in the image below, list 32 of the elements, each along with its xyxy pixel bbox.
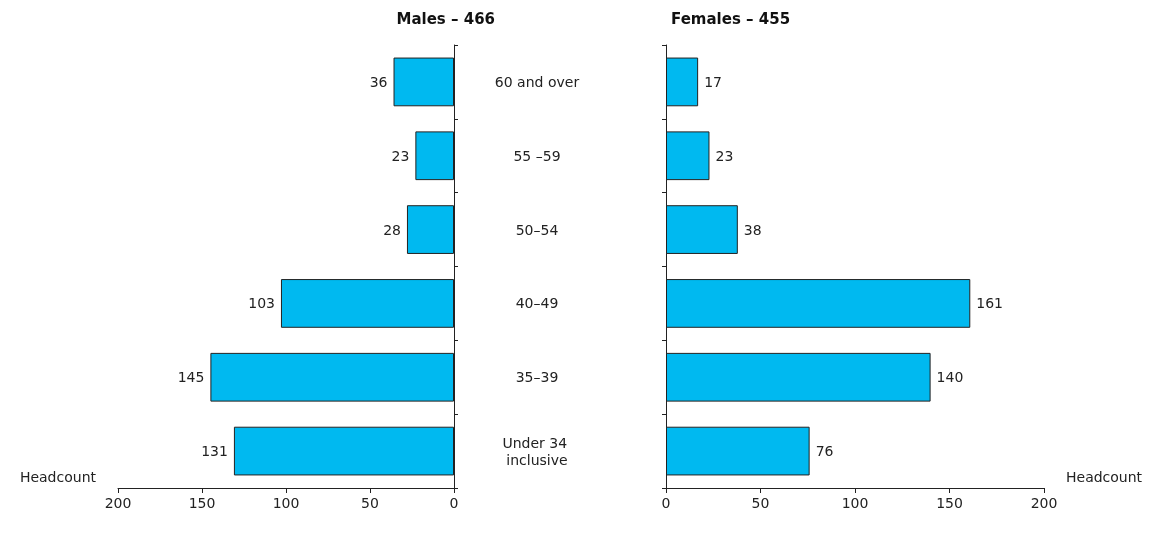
data-label: 145 xyxy=(177,369,205,386)
x-tick-label: 50 xyxy=(751,495,770,511)
x-axis-title: Headcount xyxy=(1066,469,1143,485)
data-label: 23 xyxy=(391,147,410,164)
y-tick-label: 50–54 xyxy=(515,221,559,238)
x-tick-label: 50 xyxy=(361,495,379,511)
x-tick-label: 100 xyxy=(841,495,869,511)
x-tick-label: 100 xyxy=(272,495,300,511)
data-label: 23 xyxy=(715,147,734,164)
x-tick-label: 0 xyxy=(661,495,671,511)
data-label: 28 xyxy=(383,221,401,238)
data-label: 131 xyxy=(201,443,228,460)
chart-title: Males – 466 xyxy=(396,9,496,28)
data-label: 17 xyxy=(704,73,722,90)
data-label: 38 xyxy=(743,221,762,238)
x-tick-label: 200 xyxy=(104,495,132,511)
y-tick-label: 40–49 xyxy=(515,295,559,312)
x-tick-label: 0 xyxy=(449,495,459,511)
data-label: 140 xyxy=(936,369,964,386)
y-tick-label: 60 and over xyxy=(494,73,580,90)
x-tick-label: 150 xyxy=(936,495,963,511)
x-tick-label: 200 xyxy=(1030,495,1058,511)
y-tick-label: Under 34 inclusive xyxy=(502,434,572,468)
y-tick-label: 35–39 xyxy=(515,369,559,386)
data-label: 103 xyxy=(248,295,275,312)
x-axis-title: Headcount xyxy=(19,469,97,485)
data-label: 76 xyxy=(815,443,834,460)
x-tick-label: 150 xyxy=(188,495,216,511)
data-label: 161 xyxy=(976,295,1004,312)
data-label: 36 xyxy=(369,73,388,90)
y-tick-label: 55 –59 xyxy=(513,147,561,164)
chart-title: Females – 455 xyxy=(671,9,791,28)
